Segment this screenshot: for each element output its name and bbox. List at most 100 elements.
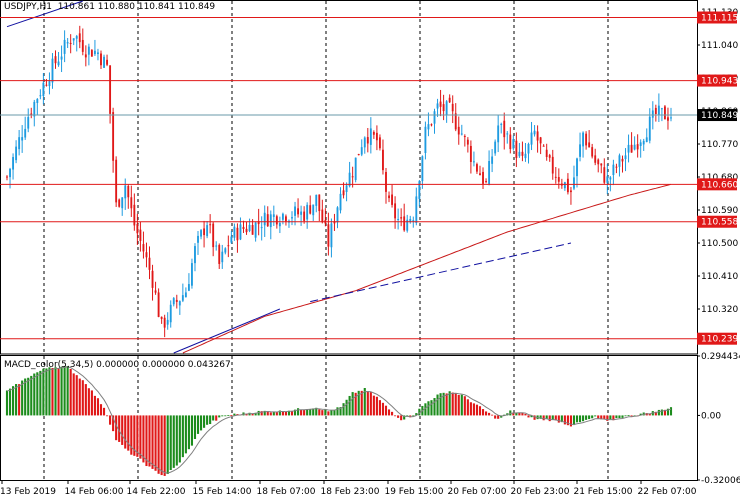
- bear-candle: [466, 139, 469, 145]
- macd-histogram-bar: [527, 415, 530, 418]
- bull-candle: [506, 133, 509, 135]
- bear-candle: [509, 134, 512, 150]
- bear-candle: [297, 208, 300, 215]
- bear-candle: [536, 131, 539, 141]
- bull-candle: [369, 128, 372, 145]
- macd-histogram-bar: [254, 412, 257, 416]
- bull-candle: [15, 146, 18, 161]
- y-tick-label: 110.590: [701, 206, 738, 216]
- macd-histogram-bar: [381, 402, 385, 416]
- bear-candle: [463, 136, 466, 138]
- bear-candle: [469, 145, 472, 162]
- bear-candle: [378, 137, 381, 149]
- macd-histogram-bar: [287, 410, 291, 416]
- bear-candle: [566, 178, 569, 193]
- macd-histogram-bar: [30, 375, 33, 416]
- x-tick-label: 18 Feb 07:00: [256, 487, 315, 497]
- macd-histogram-bar: [160, 415, 163, 476]
- macd-histogram-bar: [390, 411, 394, 416]
- bull-candle: [191, 263, 193, 286]
- bear-candle: [285, 216, 287, 222]
- bull-candle: [433, 111, 436, 124]
- bull-candle: [409, 218, 412, 222]
- macd-histogram-bar: [321, 410, 324, 416]
- bull-candle: [533, 130, 536, 135]
- macd-histogram-bar: [190, 415, 194, 446]
- bull-candle: [472, 161, 475, 163]
- bull-candle: [648, 116, 651, 141]
- bull-candle: [97, 52, 99, 55]
- bear-candle: [372, 131, 375, 135]
- bear-candle: [127, 186, 130, 198]
- bear-candle: [303, 211, 306, 221]
- bear-candle: [551, 156, 554, 174]
- macd-histogram-bar: [33, 373, 36, 416]
- macd-histogram-bar: [75, 375, 78, 416]
- bull-candle: [260, 227, 263, 229]
- bull-candle: [60, 56, 63, 60]
- macd-histogram-bar: [345, 399, 348, 416]
- macd-histogram-bar: [21, 380, 24, 416]
- macd-histogram-bar: [115, 415, 118, 441]
- macd-histogram-bar: [39, 370, 42, 416]
- bear-candle: [106, 59, 108, 65]
- macd-histogram-bar: [627, 415, 630, 416]
- bear-candle: [515, 140, 518, 158]
- bear-candle: [542, 145, 545, 147]
- macd-histogram-bar: [530, 415, 533, 418]
- bear-candle: [54, 56, 57, 64]
- macd-histogram-bar: [588, 415, 591, 420]
- bull-candle: [93, 50, 96, 55]
- bear-candle: [400, 217, 403, 219]
- macd-histogram-bar: [257, 410, 260, 416]
- x-tick-label: 13 Feb 2019: [0, 487, 56, 497]
- bull-candle: [215, 245, 218, 247]
- bear-candle: [112, 112, 115, 161]
- macd-histogram-bar: [163, 415, 166, 476]
- x-tick-label: 14 Feb 06:00: [64, 487, 123, 497]
- bull-candle: [627, 144, 630, 153]
- bull-candle: [348, 172, 351, 187]
- bear-candle: [118, 199, 121, 207]
- macd-histogram-bar: [436, 394, 439, 416]
- bull-candle: [39, 95, 42, 97]
- macd-histogram-bar: [199, 415, 203, 431]
- bull-candle: [306, 204, 309, 220]
- macd-histogram-bar: [463, 396, 466, 416]
- macd-histogram-bar: [157, 415, 160, 474]
- macd-histogram-bar: [266, 411, 269, 416]
- macd-histogram-bar: [478, 406, 482, 416]
- macd-histogram-bar: [397, 415, 400, 418]
- current-price-box: [697, 109, 737, 122]
- bull-candle: [269, 214, 272, 228]
- y-tick-label: 110.410: [701, 272, 738, 282]
- level-price-box: [697, 332, 737, 345]
- moving-average-line: [182, 183, 672, 354]
- bull-candle: [345, 185, 348, 192]
- bull-candle: [12, 157, 15, 170]
- x-tick-label: 21 Feb 15:00: [573, 487, 632, 497]
- bull-candle: [172, 298, 175, 305]
- macd-histogram-bar: [166, 415, 169, 475]
- bear-candle: [30, 113, 33, 116]
- macd-histogram-bar: [466, 399, 469, 416]
- macd-histogram-bar: [518, 412, 521, 416]
- bear-candle: [227, 245, 230, 247]
- bull-candle: [412, 220, 415, 222]
- bull-candle: [248, 224, 251, 231]
- macd-histogram-bar: [233, 413, 236, 416]
- bear-candle: [209, 224, 212, 226]
- macd-histogram-bar: [606, 415, 609, 421]
- bear-candle: [482, 171, 484, 184]
- macd-histogram-bar: [603, 415, 606, 420]
- macd-histogram-bar: [469, 402, 472, 416]
- macd-histogram-bar: [136, 415, 139, 457]
- macd-histogram-bar: [105, 415, 109, 417]
- bear-candle: [160, 316, 163, 319]
- bear-candle: [242, 226, 245, 230]
- bull-candle: [278, 223, 281, 227]
- bear-candle: [333, 221, 336, 224]
- macd-histogram-bar: [357, 390, 360, 416]
